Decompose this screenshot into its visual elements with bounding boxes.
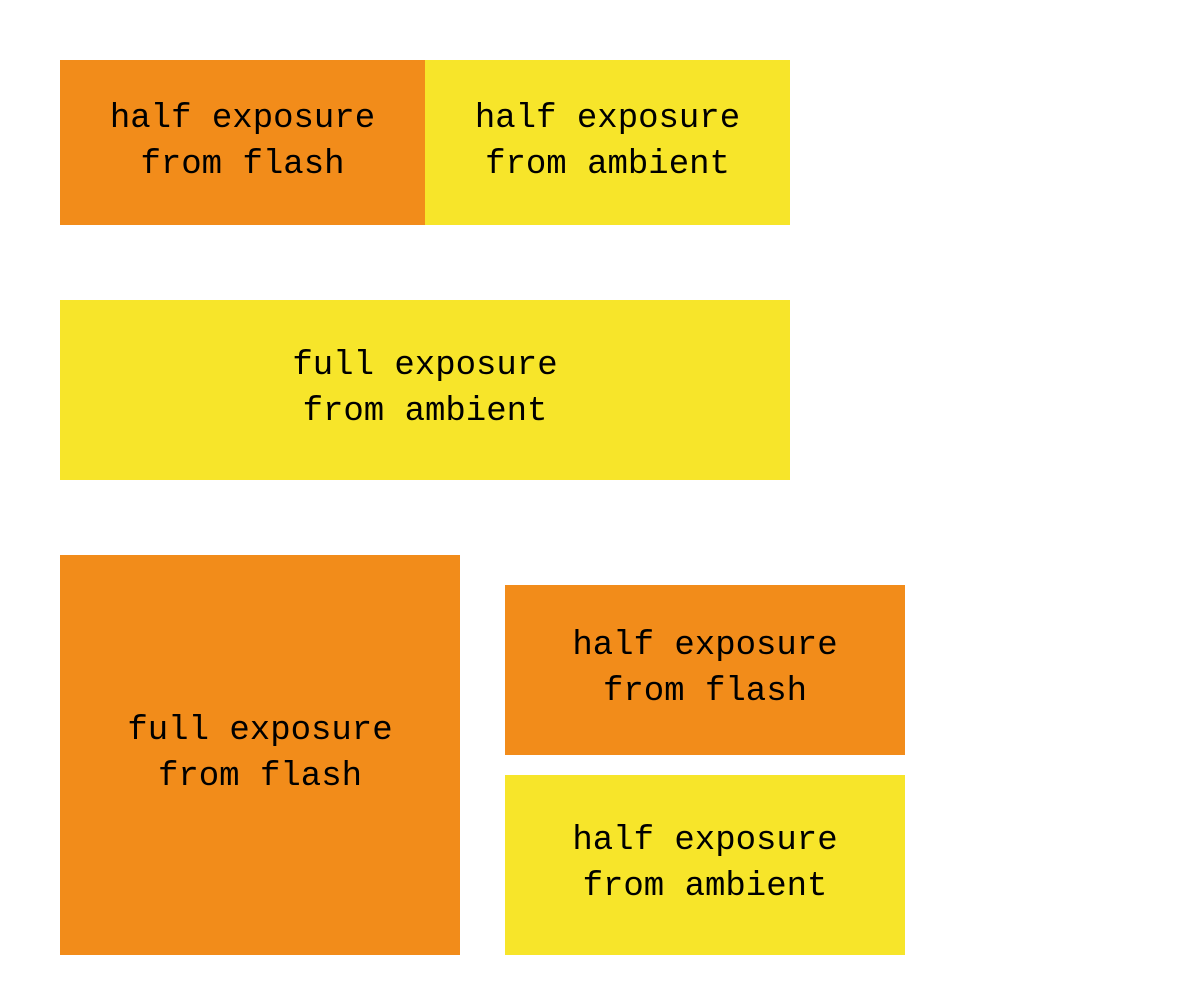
- block-label: half exposure from flash: [572, 624, 837, 716]
- block-label: full exposure from flash: [127, 709, 392, 801]
- block-row3-half-ambient: half exposure from ambient: [505, 775, 905, 955]
- block-row1-ambient: half exposure from ambient: [425, 60, 790, 225]
- block-row3-flash-full: full exposure from flash: [60, 555, 460, 955]
- block-label: half exposure from ambient: [572, 819, 837, 911]
- block-label: half exposure from flash: [110, 97, 375, 189]
- block-row1-flash: half exposure from flash: [60, 60, 425, 225]
- block-row3-half-flash: half exposure from flash: [505, 585, 905, 755]
- block-label: full exposure from ambient: [292, 344, 557, 436]
- block-row2-ambient-full: full exposure from ambient: [60, 300, 790, 480]
- block-label: half exposure from ambient: [475, 97, 740, 189]
